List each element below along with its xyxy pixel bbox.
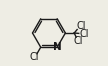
Text: Cl: Cl — [79, 29, 89, 39]
Text: Cl: Cl — [76, 21, 86, 31]
Text: Cl: Cl — [74, 36, 83, 46]
Text: Cl: Cl — [29, 52, 39, 62]
Text: N: N — [53, 42, 62, 52]
